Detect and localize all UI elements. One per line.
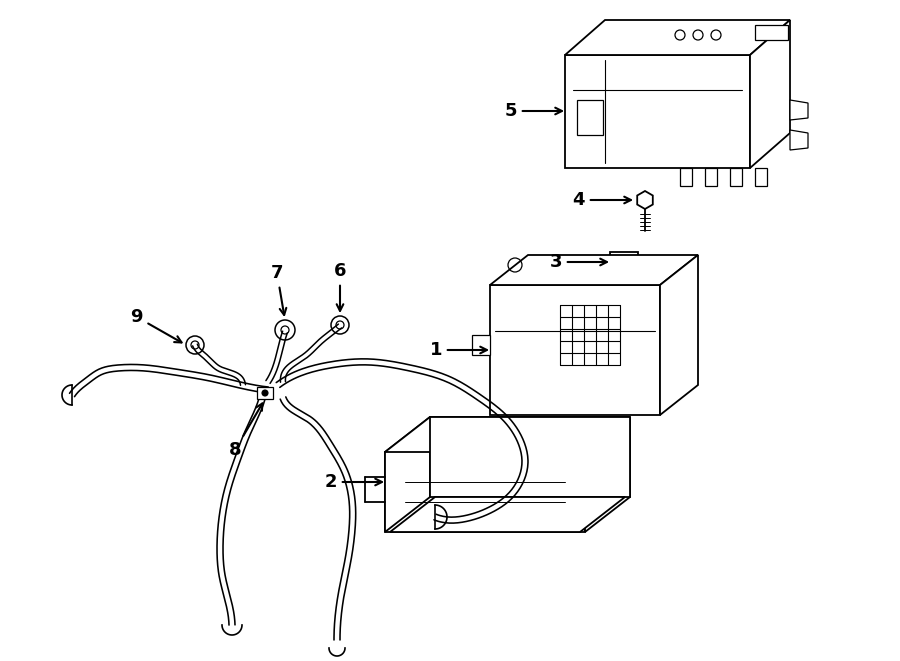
Text: 9: 9 <box>130 308 182 342</box>
Polygon shape <box>637 191 652 209</box>
Polygon shape <box>577 100 603 135</box>
Polygon shape <box>490 285 660 415</box>
Polygon shape <box>790 130 808 150</box>
Text: 2: 2 <box>325 473 382 491</box>
Polygon shape <box>705 168 717 186</box>
Text: 5: 5 <box>505 102 562 120</box>
Text: 6: 6 <box>334 262 346 311</box>
Polygon shape <box>390 497 625 532</box>
Polygon shape <box>257 387 273 399</box>
Text: 1: 1 <box>429 341 487 359</box>
Polygon shape <box>790 100 808 120</box>
Circle shape <box>262 390 268 396</box>
Polygon shape <box>385 417 430 532</box>
Polygon shape <box>730 168 742 186</box>
Text: 7: 7 <box>271 264 286 315</box>
Polygon shape <box>490 255 698 285</box>
Polygon shape <box>680 168 692 186</box>
Polygon shape <box>750 20 790 168</box>
Polygon shape <box>565 55 750 168</box>
Polygon shape <box>472 335 490 355</box>
Polygon shape <box>565 20 790 55</box>
Polygon shape <box>755 25 788 40</box>
Polygon shape <box>385 452 585 532</box>
Polygon shape <box>755 168 767 186</box>
Polygon shape <box>385 417 630 452</box>
Polygon shape <box>585 417 630 532</box>
Text: 8: 8 <box>229 403 263 459</box>
Polygon shape <box>660 255 698 415</box>
Text: 3: 3 <box>550 253 607 271</box>
Text: 4: 4 <box>572 191 631 209</box>
Polygon shape <box>430 417 630 497</box>
Polygon shape <box>610 252 638 272</box>
